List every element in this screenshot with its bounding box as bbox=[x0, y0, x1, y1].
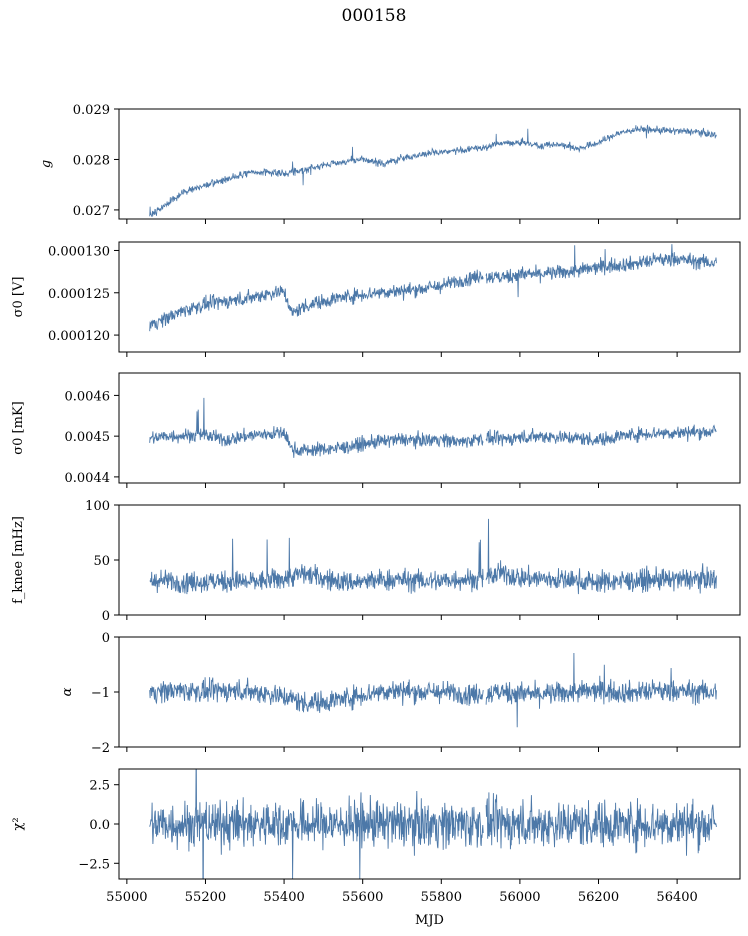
axes-frame bbox=[118, 108, 741, 220]
series-line bbox=[149, 124, 717, 218]
y-tick-label: 0 bbox=[102, 631, 110, 646]
axes-frame bbox=[118, 241, 741, 353]
series-line bbox=[149, 397, 717, 458]
panel-4: 0 50 100 f_knee [mHz] bbox=[11, 499, 741, 624]
x-tick-label: 55000 bbox=[106, 890, 147, 905]
y-tick-label: 0.0 bbox=[89, 818, 110, 833]
y-axis-label: g bbox=[39, 160, 54, 168]
x-axis-label: MJD bbox=[415, 913, 444, 928]
x-tick-label: 55800 bbox=[421, 890, 462, 905]
panel-2: 0.000120 0.000125 0.000130 σ0 [V] bbox=[11, 241, 741, 357]
y-axis-label: σ0 [mK] bbox=[11, 401, 26, 454]
x-tick-label: 55400 bbox=[263, 890, 304, 905]
y-tick-label: −2 bbox=[91, 741, 110, 756]
figure-title: 000158 bbox=[341, 6, 407, 26]
series-line bbox=[149, 769, 717, 879]
x-tick-label: 56000 bbox=[499, 890, 540, 905]
y-tick-label: −1 bbox=[91, 686, 110, 701]
axes-frame bbox=[118, 504, 741, 616]
y-tick-label: 0.000120 bbox=[48, 329, 110, 344]
y-tick-label: 2.5 bbox=[89, 779, 110, 794]
panel-3: 0.0044 0.0045 0.0046 σ0 [mK] bbox=[11, 372, 741, 488]
axes-frame bbox=[118, 372, 741, 484]
y-tick-label: 50 bbox=[93, 554, 110, 569]
y-tick-label: 0 bbox=[102, 609, 110, 624]
y-tick-label: 0.0046 bbox=[65, 389, 111, 404]
x-tick-label: 55600 bbox=[342, 890, 383, 905]
panel-6: −2.5 0.0 2.5 55000 55200 55400 55600 55800 56000… bbox=[11, 768, 741, 905]
y-axis-label: α bbox=[60, 687, 75, 696]
y-tick-label: 0.000130 bbox=[48, 244, 110, 259]
y-tick-label: −2.5 bbox=[78, 857, 110, 872]
panel-5: −2 −1 0 α bbox=[60, 631, 741, 756]
x-tick-label: 55200 bbox=[185, 890, 226, 905]
y-axis-label: σ0 [V] bbox=[11, 277, 26, 318]
panel-1: 0.027 0.028 0.029 g bbox=[39, 103, 741, 224]
y-tick-label: 0.028 bbox=[73, 153, 110, 168]
y-tick-label: 0.000125 bbox=[48, 287, 110, 302]
series-line bbox=[149, 244, 717, 332]
y-tick-label: 0.027 bbox=[73, 204, 110, 219]
y-tick-label: 100 bbox=[85, 499, 110, 514]
y-tick-label: 0.029 bbox=[73, 103, 110, 118]
y-axis-label: f_knee [mHz] bbox=[11, 516, 26, 604]
y-tick-label: 0.0045 bbox=[65, 430, 111, 445]
series-line bbox=[149, 652, 717, 728]
x-tick-label: 56200 bbox=[578, 890, 619, 905]
series-line bbox=[149, 518, 717, 595]
y-tick-label: 0.0044 bbox=[65, 471, 111, 486]
x-tick-label: 56400 bbox=[656, 890, 697, 905]
y-axis-label: χ² bbox=[11, 817, 26, 830]
